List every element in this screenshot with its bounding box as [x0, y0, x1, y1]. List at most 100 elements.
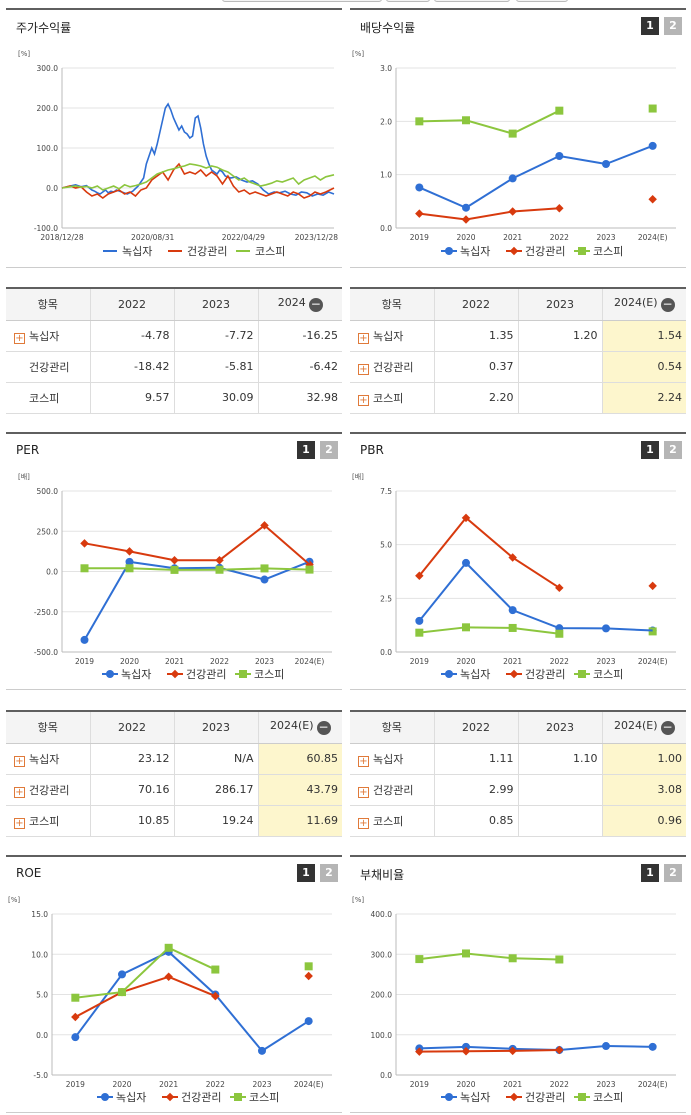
value-cell: N/A: [173, 743, 258, 775]
expand-plus-icon[interactable]: +: [358, 363, 369, 375]
data-point: [461, 215, 471, 224]
table-row: + 녹십자 1.11 1.10 1.00: [350, 743, 686, 775]
debt-ratio-panel: 부채비율 1 2 [%] 400.0 300.0 200.0 100.0 0.0 2019 2…: [350, 855, 686, 1113]
expand-plus-icon[interactable]: +: [14, 786, 25, 798]
x-tick-label: 2018/12/28: [40, 233, 83, 242]
series-line: [418, 561, 607, 630]
y-tick-label: -5.0: [33, 1071, 48, 1080]
debt-ratio-chart: [%] 400.0 300.0 200.0 100.0 0.0 2019 2020 2021 20…: [352, 896, 676, 1104]
value-cell: 3.08: [601, 774, 686, 806]
x-tick-label: 2022: [550, 657, 569, 666]
header-label: 2022: [118, 720, 146, 734]
legend-label: 녹십자: [116, 1091, 146, 1104]
legend-marker: [509, 246, 519, 256]
chart-toggle-1-button[interactable]: 1: [641, 864, 659, 882]
pbr-panel: PBR 1 2 [배] 7.5 5.0 2.5 0.0 2019 2020 2021 2022 2…: [350, 432, 686, 690]
row-label-cell: + 코스피: [6, 805, 90, 837]
expand-plus-icon[interactable]: +: [14, 817, 25, 829]
price-return-table: 항목 2022 2023 2024− + 녹십자 -4.78 -7.72 -16.25 건강관리 -…: [6, 287, 342, 414]
price-return-panel: 주가수익률 [%] 300.0 200.0 100.0 0.0 -100.0 2018/12…: [6, 8, 342, 268]
data-point: [215, 555, 224, 565]
y-tick-label: 300.0: [371, 950, 393, 959]
top-toolbar-button[interactable]: [516, 0, 568, 2]
row-label-cell: + 건강관리: [6, 774, 90, 806]
x-tick-label: 2019: [410, 233, 429, 242]
row-label-cell: + 건강관리: [350, 774, 434, 806]
collapse-icon[interactable]: −: [308, 297, 323, 313]
legend-label: 녹십자: [121, 668, 151, 681]
value-cell: 0.37: [433, 351, 518, 383]
data-point: [80, 539, 89, 548]
data-point: [304, 962, 313, 971]
y-tick-label: 7.5: [380, 487, 392, 496]
expand-plus-icon[interactable]: +: [358, 332, 369, 344]
y-tick-label: 500.0: [37, 487, 59, 496]
top-toolbar-button[interactable]: [386, 0, 430, 2]
data-point: [462, 558, 470, 567]
table-row: + 코스피 10.85 19.24 11.69: [6, 805, 342, 837]
table-header-cell: 2023: [173, 288, 258, 321]
expand-plus-icon[interactable]: +: [358, 786, 369, 798]
x-tick-label: 2023: [252, 1080, 271, 1089]
chart-toggle-2-button[interactable]: 2: [664, 17, 682, 35]
row-label-cell: 코스피: [6, 382, 90, 414]
collapse-icon[interactable]: −: [316, 720, 331, 736]
expand-plus-icon[interactable]: +: [358, 817, 369, 829]
series-line: [419, 1049, 560, 1053]
legend-label: 코스피: [254, 668, 284, 681]
row-label: 건강관리: [29, 783, 70, 797]
series-line: [605, 1045, 653, 1048]
chart-toggle-2-button[interactable]: 2: [320, 441, 338, 459]
expand-plus-icon[interactable]: +: [14, 332, 25, 344]
series-line: [418, 516, 560, 589]
x-tick-label: 2022: [550, 1080, 569, 1089]
chart-toggle-1-button[interactable]: 1: [641, 441, 659, 459]
pbr-chart: [배] 7.5 5.0 2.5 0.0 2019 2020 2021 2022 2023 2024(…: [352, 472, 676, 681]
table-row: + 녹십자 23.12 N/A 60.85: [6, 743, 342, 775]
chart-toggle-2-button[interactable]: 2: [320, 864, 338, 882]
data-point: [164, 972, 173, 982]
data-point: [125, 557, 134, 566]
row-label: 녹십자: [29, 752, 60, 766]
row-label: 코스피: [29, 814, 60, 828]
x-tick-label: 2022: [210, 657, 229, 666]
value-cell: 0.85: [433, 805, 518, 837]
data-point: [508, 129, 517, 138]
chart-toggle-1-button[interactable]: 1: [641, 17, 659, 35]
chart-toggle-1-button[interactable]: 1: [297, 864, 315, 882]
value-cell: 1.00: [601, 743, 686, 775]
table-row: + 건강관리 0.37 0.54: [350, 351, 686, 383]
value-cell: 19.24: [173, 805, 258, 837]
x-tick-label: 2024(E): [638, 1080, 668, 1089]
collapse-icon[interactable]: −: [660, 297, 675, 313]
legend-marker: [239, 670, 247, 678]
chart-toggle-2-button[interactable]: 2: [664, 441, 682, 459]
panel-title: PER: [16, 443, 40, 457]
chart-toggle-group: 1 2: [297, 864, 338, 882]
expand-plus-icon[interactable]: +: [358, 755, 369, 767]
legend-marker: [170, 669, 180, 679]
series-line: [61, 102, 335, 197]
chart-toggle-1-button[interactable]: 1: [297, 441, 315, 459]
top-toolbar-button[interactable]: [434, 0, 510, 2]
expand-plus-icon[interactable]: +: [14, 755, 25, 767]
data-point: [555, 629, 564, 638]
data-point: [462, 949, 470, 958]
x-tick-label: 2020: [112, 1080, 131, 1089]
expand-plus-icon[interactable]: +: [358, 394, 369, 406]
data-point: [555, 152, 564, 160]
row-label-cell: + 녹십자: [6, 743, 90, 775]
top-toolbar-button[interactable]: [222, 0, 382, 2]
data-point: [648, 194, 657, 204]
data-point: [71, 1012, 80, 1022]
panel-title: 배당수익률: [360, 21, 416, 35]
collapse-icon[interactable]: −: [660, 720, 675, 736]
data-point: [648, 104, 657, 113]
legend-marker: [509, 669, 519, 679]
value-cell: 1.11: [433, 743, 518, 775]
data-point: [80, 564, 89, 573]
table-header-cell: 2022: [433, 288, 518, 321]
series-line: [264, 560, 310, 581]
chart-toggle-2-button[interactable]: 2: [664, 864, 682, 882]
value-cell: 2.20: [433, 382, 518, 414]
